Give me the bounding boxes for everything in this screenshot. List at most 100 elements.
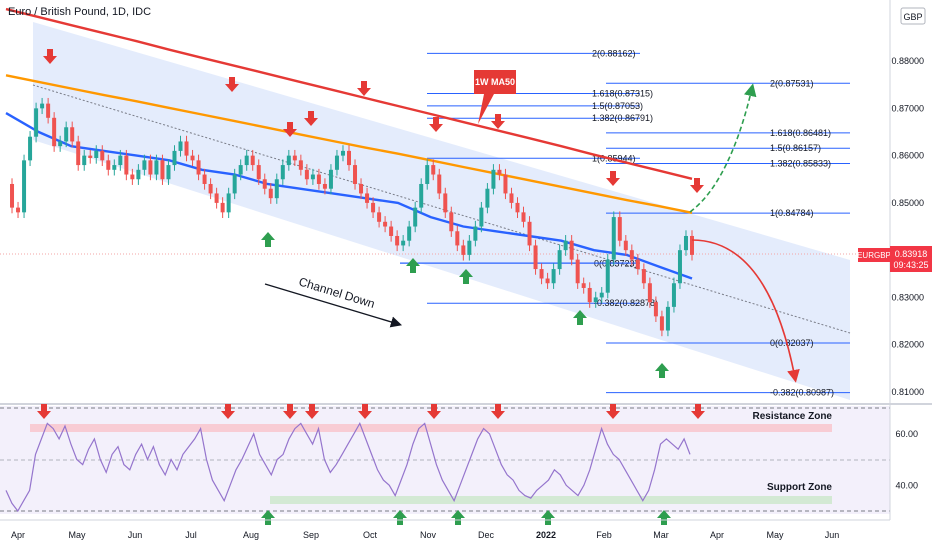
candle-body: [256, 165, 261, 180]
signal-arrows: [43, 49, 704, 378]
candle-body: [274, 179, 279, 199]
candle-body: [172, 150, 177, 166]
candle-body: [250, 155, 255, 166]
candle-body: [539, 269, 544, 279]
candle-body: [70, 127, 75, 142]
top-arrow: [304, 111, 318, 126]
candle-body: [46, 103, 51, 118]
fib-level-label: 0(0.82037): [770, 338, 814, 348]
rsi-top-arrow: [283, 404, 297, 419]
rsi-bottom-arrow: [541, 510, 555, 525]
candle-body: [629, 250, 634, 260]
time-axis: Apr May Jun Jul Aug Sep Oct Nov Dec 2022 Feb Mar Apr…: [0, 519, 890, 540]
candle-body: [509, 193, 514, 203]
fib-level-label: 1.618(0.86481): [770, 128, 831, 138]
candle-body: [238, 165, 243, 175]
price-tag-box: [890, 246, 932, 272]
currency-badge-label: GBP: [903, 12, 922, 22]
candle-body: [262, 179, 267, 189]
candle-body: [124, 155, 129, 175]
candle-body: [100, 150, 105, 161]
price-tick-label: 0.82000: [891, 340, 924, 350]
bottom-arrow: [261, 232, 275, 247]
candle-body: [377, 212, 382, 222]
candle-body: [551, 269, 556, 284]
time-tick-label: Aug: [243, 530, 259, 540]
candle-body: [449, 212, 454, 232]
candle-body: [226, 193, 231, 213]
time-tick-label: Jun: [128, 530, 143, 540]
candle-body: [184, 141, 189, 156]
candle-body: [112, 165, 117, 170]
fib-level-label: -0.382(0.80987): [770, 388, 834, 398]
rsi-top-arrow: [221, 404, 235, 419]
rsi-top-arrow: [491, 404, 505, 419]
fib-level-label: 1(0.84784): [770, 208, 814, 218]
candle-body: [347, 150, 351, 166]
chart-title: Euro / British Pound, 1D, IDC: [8, 6, 152, 18]
top-arrow: [283, 122, 297, 137]
top-arrow: [43, 49, 57, 64]
candle-body: [431, 165, 436, 175]
fib-level-label: 2(0.87531): [770, 78, 814, 88]
candle-body: [617, 217, 622, 241]
candle-body: [328, 169, 333, 189]
currency-badge[interactable]: [900, 7, 926, 25]
candle-body: [365, 193, 370, 203]
price-tick-label: 0.81000: [891, 387, 924, 397]
bottom-arrow: [655, 363, 669, 378]
candle-body: [473, 226, 478, 241]
candle-body: [521, 212, 526, 222]
bottom-arrow: [459, 269, 473, 284]
time-tick-label: Nov: [420, 530, 437, 540]
rsi-top-arrow: [427, 404, 441, 419]
rsi-panel: Resistance Zone Support Zone 60.00 40.00: [0, 404, 918, 525]
candle-body: [635, 259, 640, 270]
time-tick-label: Dec: [478, 530, 495, 540]
candle-body: [82, 155, 87, 166]
candle-body: [479, 207, 484, 227]
time-axis-ticks: Apr May Jun Jul Aug Sep Oct Nov Dec 2022 Feb Mar Apr…: [11, 530, 839, 540]
candle-body: [485, 188, 490, 208]
top-arrow: [690, 178, 704, 193]
price-tag-countdown: 09:43:25: [893, 260, 928, 270]
candle-body: [683, 235, 688, 251]
candle-body: [690, 235, 694, 255]
ma50-callout: 1W MA50: [474, 70, 516, 124]
candle-body: [605, 259, 610, 293]
top-arrow: [357, 81, 371, 96]
candle-body: [280, 165, 285, 180]
candle-body: [641, 269, 646, 284]
candle-body: [545, 278, 550, 284]
price-tag: EURGBP 0.83918 09:43:25: [857, 246, 932, 272]
candle-body: [232, 174, 237, 194]
candlesticks: [10, 97, 694, 337]
projection-up-curve: [689, 83, 757, 213]
candle-body: [106, 160, 111, 170]
candle-body: [190, 155, 195, 161]
candle-body: [208, 183, 213, 194]
time-tick-label: 2022: [536, 530, 556, 540]
fib-level-label: 2(0.88162): [592, 48, 636, 58]
candle-body: [334, 155, 339, 170]
projection-down-curve: [691, 239, 800, 383]
price-tick-label: 0.87000: [891, 103, 924, 113]
fib-level-label: 1.5(0.87053): [592, 101, 643, 111]
projection-arrows: [264, 83, 800, 383]
time-tick-label: Jul: [185, 530, 197, 540]
candle-body: [425, 165, 430, 184]
main-panel: 2(0.88162) 1.618(0.87315) 1.5(0.87053) 1.38…: [0, 7, 860, 400]
candle-body: [359, 183, 364, 194]
price-axis-ticks: 0.880000.870000.860000.850000.840000.830…: [891, 56, 924, 397]
rsi-top-arrow: [358, 404, 372, 419]
candle-body: [34, 108, 39, 137]
candle-body: [611, 217, 616, 260]
candle-body: [371, 202, 376, 213]
candle-body: [557, 250, 562, 270]
candle-body: [268, 188, 273, 199]
candle-body: [214, 193, 219, 203]
candle-body: [503, 174, 508, 194]
price-tick-label: 0.88000: [891, 56, 924, 66]
candle-body: [671, 283, 676, 307]
